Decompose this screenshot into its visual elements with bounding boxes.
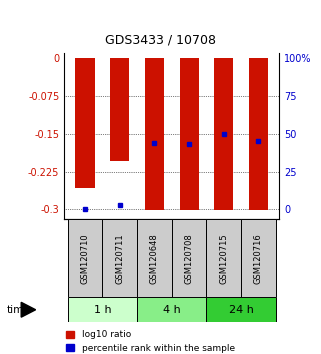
- Text: GSM120710: GSM120710: [81, 233, 90, 284]
- Text: GSM120648: GSM120648: [150, 233, 159, 284]
- Bar: [206, 219, 241, 297]
- Text: GSM120711: GSM120711: [115, 233, 124, 284]
- Polygon shape: [21, 302, 36, 317]
- Text: GDS3433 / 10708: GDS3433 / 10708: [105, 33, 216, 46]
- Text: 4 h: 4 h: [163, 305, 181, 315]
- Bar: [214, 58, 233, 210]
- Bar: [206, 297, 276, 322]
- Bar: [172, 219, 206, 297]
- Text: GSM120716: GSM120716: [254, 233, 263, 284]
- Text: GSM120715: GSM120715: [219, 233, 228, 284]
- Bar: [68, 297, 137, 322]
- Bar: [241, 219, 276, 297]
- Text: GSM120708: GSM120708: [185, 233, 194, 284]
- Bar: [179, 58, 199, 210]
- Bar: [102, 219, 137, 297]
- Bar: [110, 58, 129, 161]
- Legend: log10 ratio, percentile rank within the sample: log10 ratio, percentile rank within the …: [63, 327, 238, 354]
- Bar: [145, 58, 164, 210]
- Bar: [137, 219, 172, 297]
- Bar: [75, 58, 95, 188]
- Bar: [137, 297, 206, 322]
- Bar: [249, 58, 268, 210]
- Text: 1 h: 1 h: [93, 305, 111, 315]
- Text: time: time: [6, 305, 30, 315]
- Bar: [68, 219, 102, 297]
- Text: 24 h: 24 h: [229, 305, 254, 315]
